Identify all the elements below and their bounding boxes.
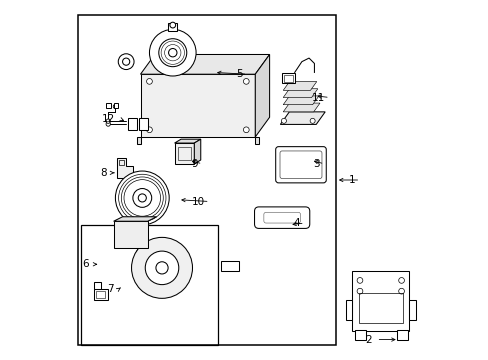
Text: 5: 5 [236,69,242,79]
Bar [345,300,351,320]
Polygon shape [354,329,365,339]
Polygon shape [283,89,317,98]
Text: 12: 12 [102,114,115,124]
Circle shape [159,39,186,67]
Circle shape [309,118,314,123]
Text: 1: 1 [348,175,355,185]
Polygon shape [174,139,201,143]
Circle shape [149,30,196,76]
Circle shape [156,262,168,274]
Circle shape [122,58,129,65]
Polygon shape [140,74,255,137]
FancyBboxPatch shape [254,207,309,228]
Circle shape [106,119,110,123]
Bar [282,73,294,83]
Text: 11: 11 [311,93,325,103]
Bar [283,75,293,82]
Circle shape [106,122,110,126]
Bar [113,103,118,108]
Circle shape [281,118,286,123]
Text: 8: 8 [100,168,106,178]
Text: 2: 2 [365,334,371,345]
Polygon shape [117,158,133,178]
Bar [119,160,124,165]
Polygon shape [283,103,319,112]
Circle shape [145,251,179,285]
Bar [221,261,239,271]
Polygon shape [283,82,316,90]
Text: 9: 9 [191,159,198,169]
Circle shape [146,78,152,84]
Circle shape [118,54,134,69]
Text: 3: 3 [312,159,319,169]
Circle shape [243,78,249,84]
Polygon shape [396,329,407,339]
Polygon shape [113,217,156,221]
Polygon shape [174,143,194,164]
Circle shape [131,237,192,298]
FancyBboxPatch shape [275,147,325,183]
Circle shape [133,189,151,207]
Bar [96,291,104,298]
Circle shape [146,127,152,133]
Polygon shape [255,137,258,144]
Bar [138,225,146,231]
Bar [94,282,101,289]
Bar [78,15,335,345]
Circle shape [138,194,146,202]
Bar [139,118,148,130]
Circle shape [113,104,117,109]
Circle shape [115,171,169,225]
Polygon shape [140,54,269,74]
Bar [178,147,190,160]
Bar [168,23,177,31]
Polygon shape [255,54,269,137]
Text: 10: 10 [191,197,204,207]
Bar [358,293,402,323]
Polygon shape [194,139,201,164]
Bar [94,289,107,300]
Text: 7: 7 [107,284,113,294]
Polygon shape [280,112,325,125]
Circle shape [243,127,249,133]
Bar [81,225,217,345]
Bar [128,118,137,130]
Circle shape [168,49,177,57]
Text: 4: 4 [293,218,300,228]
Circle shape [169,22,175,28]
Bar [351,271,408,330]
Bar [408,300,415,320]
Polygon shape [113,221,147,248]
Polygon shape [137,137,140,144]
Polygon shape [283,96,318,105]
Bar [105,103,110,108]
Text: 6: 6 [81,259,88,269]
